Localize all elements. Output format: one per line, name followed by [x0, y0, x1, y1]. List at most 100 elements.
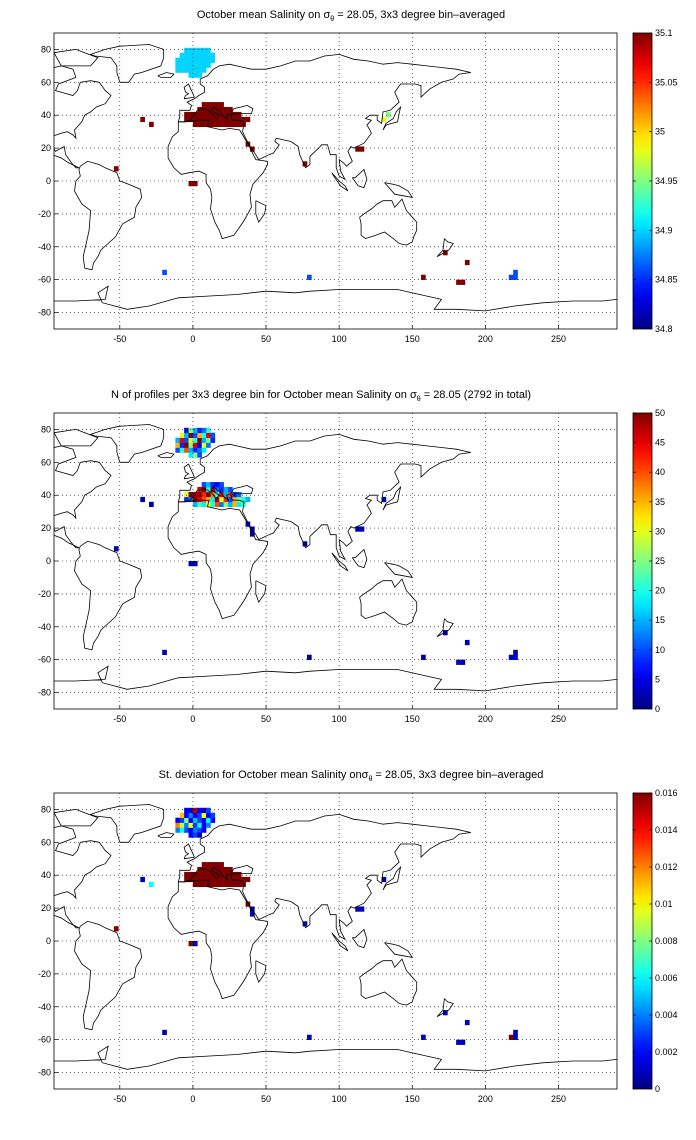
coastline — [436, 998, 454, 1017]
y-tick-label: 20 — [41, 143, 51, 153]
coastline — [74, 160, 143, 271]
data-cell — [206, 822, 211, 828]
data-cell — [210, 437, 216, 443]
x-tick-label: -50 — [113, 714, 126, 724]
data-cell — [192, 111, 198, 118]
data-cell — [241, 116, 246, 123]
data-cell — [228, 111, 233, 118]
data-cell — [192, 491, 198, 498]
data-cell — [513, 1029, 518, 1036]
data-cell — [175, 62, 181, 68]
y-tick-label: 40 — [41, 110, 51, 120]
coastline — [17, 433, 39, 446]
y-tick-label: -40 — [38, 1002, 51, 1012]
data-cell — [201, 812, 207, 818]
data-cell — [184, 876, 189, 883]
data-cell — [162, 1029, 167, 1036]
theta-subscript: θ — [417, 396, 421, 403]
data-cell — [149, 121, 154, 128]
data-cell — [188, 62, 194, 68]
data-cell — [232, 876, 238, 883]
data-cell — [223, 871, 229, 878]
data-cell — [192, 452, 198, 458]
data-cell — [197, 442, 202, 448]
data-cell — [206, 442, 211, 448]
coastline — [384, 182, 414, 198]
data-cell — [214, 121, 220, 128]
data-cell — [149, 881, 154, 888]
data-cell — [188, 111, 194, 118]
coastline — [255, 960, 267, 983]
colorbar-tick-label: 5 — [655, 674, 660, 684]
data-cell — [184, 812, 189, 818]
x-tick-label: -50 — [113, 1094, 126, 1104]
data-cell — [210, 432, 216, 438]
colorbar-tick-label: 0.006 — [655, 973, 678, 983]
data-cell — [513, 654, 518, 660]
colorbar-tick-label: 10 — [655, 645, 665, 655]
panel-title: N of profiles per 3x3 degree bin for Oct… — [111, 389, 531, 403]
data-cell — [219, 881, 224, 888]
data-cell — [302, 161, 308, 167]
data-cell — [210, 881, 216, 888]
data-cell — [201, 822, 207, 828]
data-cell — [232, 111, 238, 118]
colorbar-tick-label: 0.014 — [655, 825, 678, 835]
data-cell — [214, 876, 220, 883]
data-cell — [179, 812, 185, 818]
y-tick-label: 60 — [41, 77, 51, 87]
data-cell — [201, 496, 207, 503]
data-cell — [306, 654, 312, 660]
data-cell — [113, 166, 119, 172]
data-cell — [210, 862, 216, 868]
data-cell — [192, 501, 198, 508]
data-cell — [201, 57, 207, 63]
data-cell — [201, 107, 207, 113]
data-cell — [421, 274, 426, 280]
data-cell — [214, 496, 220, 503]
axes-box — [53, 412, 618, 710]
data-cell — [184, 822, 189, 828]
data-cell — [197, 47, 202, 54]
x-tick-label: 200 — [478, 714, 493, 724]
data-cell — [232, 881, 238, 888]
data-cell — [359, 906, 365, 912]
y-tick-label: 20 — [41, 903, 51, 913]
colorbar-tick-label: 34.95 — [655, 176, 678, 186]
x-tick-label: 150 — [405, 714, 420, 724]
coastline — [382, 105, 402, 131]
data-cell — [201, 116, 207, 123]
data-cell — [188, 822, 194, 828]
coastline — [255, 200, 267, 223]
data-cell — [228, 487, 233, 493]
data-cell — [206, 807, 211, 814]
data-cell — [197, 111, 202, 118]
data-cell — [188, 871, 194, 878]
data-cell — [140, 496, 145, 503]
data-cell — [223, 501, 229, 508]
x-tick-label: 250 — [551, 714, 566, 724]
colorbar-tick-label: 25 — [655, 556, 665, 566]
data-cell — [175, 442, 181, 448]
x-tick-label: -50 — [113, 334, 126, 344]
data-cell — [197, 871, 202, 878]
data-cell — [223, 876, 229, 883]
data-cell — [188, 807, 194, 814]
coastline — [157, 72, 175, 78]
data-cell — [513, 269, 518, 276]
data-cell — [179, 57, 185, 63]
data-cell — [219, 862, 224, 868]
data-cell — [210, 57, 216, 63]
data-cell — [201, 47, 207, 54]
coastline — [54, 65, 112, 169]
sigma-symbol: σ — [410, 389, 417, 401]
data-cell — [188, 442, 194, 448]
data-cell — [210, 876, 216, 883]
data-cell — [197, 496, 202, 503]
data-cell — [188, 432, 194, 438]
data-cell — [241, 496, 246, 503]
data-cell — [513, 649, 518, 656]
data-cell — [197, 437, 202, 443]
data-cell — [355, 906, 360, 912]
coastline — [255, 580, 267, 603]
